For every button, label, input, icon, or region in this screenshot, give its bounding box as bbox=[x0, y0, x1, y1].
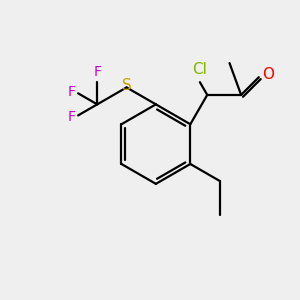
Text: O: O bbox=[262, 68, 274, 82]
Text: F: F bbox=[93, 65, 101, 79]
Text: S: S bbox=[122, 79, 131, 94]
Text: F: F bbox=[68, 110, 76, 124]
Text: Cl: Cl bbox=[192, 62, 207, 77]
Text: F: F bbox=[68, 85, 76, 99]
